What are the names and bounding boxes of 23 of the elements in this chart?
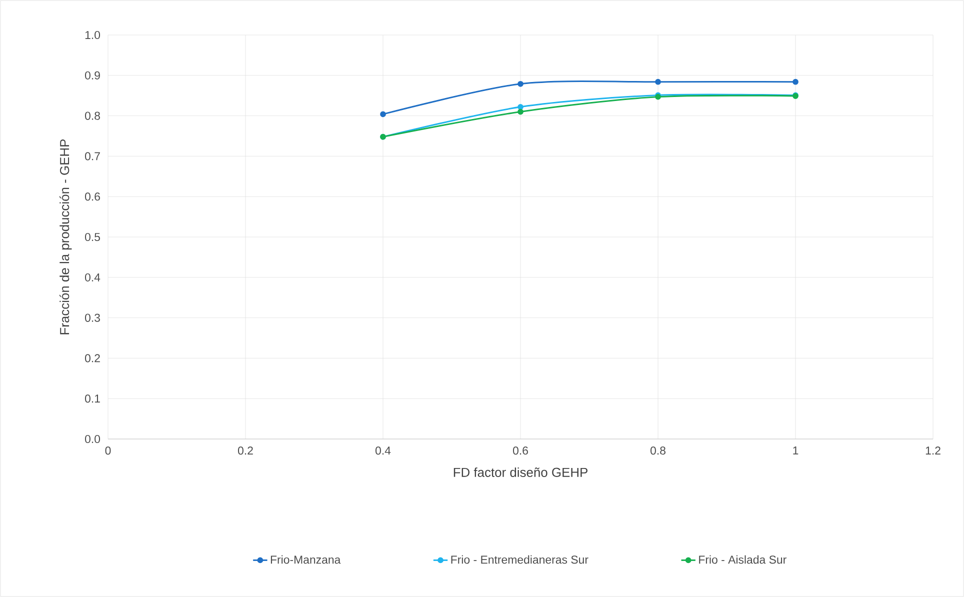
y-axis-title: Fracción de la producción - GEHP bbox=[59, 139, 72, 334]
y-tick-label: 0.5 bbox=[85, 232, 100, 242]
x-tick-label: 1 bbox=[793, 446, 798, 454]
y-tick-label: 1.0 bbox=[85, 30, 100, 40]
y-tick-label: 0.9 bbox=[85, 71, 100, 80]
x-tick-label: 0 bbox=[105, 446, 111, 455]
legend-label: Frio-Manzana bbox=[270, 555, 341, 564]
y-tick-label: 0.3 bbox=[85, 314, 100, 322]
legend-label: Frio - Entremedianeras Sur bbox=[451, 555, 588, 564]
x-tick-label: 0.6 bbox=[512, 446, 528, 455]
legend-label: Frio - Aislada Sur bbox=[699, 555, 786, 564]
y-tick-label: 0.7 bbox=[85, 152, 100, 160]
x-axis-title: FD factor diseño GEHP bbox=[454, 467, 588, 477]
y-tick-label: 0.4 bbox=[85, 273, 100, 282]
y-tick-label: 0.0 bbox=[85, 434, 100, 444]
y-tick-label: 0.6 bbox=[85, 192, 100, 201]
y-tick-label: 0.8 bbox=[85, 112, 100, 120]
x-tick-label: 0.2 bbox=[238, 446, 253, 455]
x-tick-label: 1.2 bbox=[926, 446, 940, 455]
y-tick-label: 0.1 bbox=[85, 394, 100, 403]
y-tick-label: 0.2 bbox=[85, 354, 100, 362]
x-tick-label: 0.4 bbox=[375, 446, 391, 455]
x-tick-label: 0.8 bbox=[650, 446, 666, 455]
